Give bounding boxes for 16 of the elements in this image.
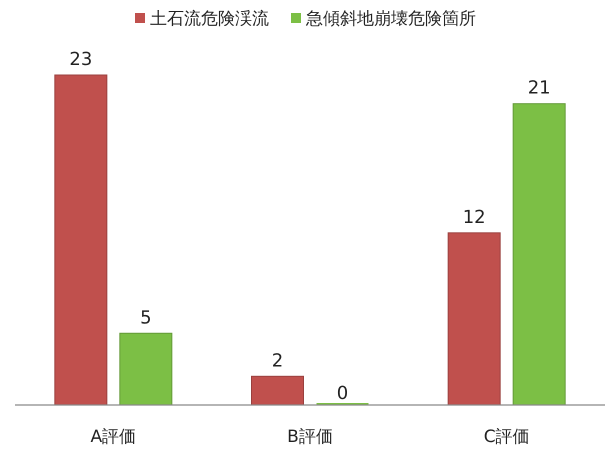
data-label: 0 bbox=[336, 383, 348, 404]
data-label: 2 bbox=[272, 350, 284, 372]
legend-label: 土石流危険渓流 bbox=[150, 9, 269, 29]
data-label: 23 bbox=[69, 49, 92, 70]
bar bbox=[512, 103, 566, 406]
legend-label: 急傾斜地崩壊危険箇所 bbox=[305, 9, 476, 29]
bar bbox=[54, 74, 108, 406]
x-tick-label: C評価 bbox=[484, 427, 530, 447]
data-label: 21 bbox=[528, 78, 551, 99]
bar bbox=[119, 332, 172, 406]
bar bbox=[448, 232, 501, 406]
data-label: 5 bbox=[140, 307, 152, 328]
bar bbox=[251, 376, 304, 406]
data-label: 12 bbox=[462, 206, 486, 228]
x-tick-label: A評価 bbox=[90, 427, 136, 447]
x-tick-label: B評価 bbox=[287, 427, 333, 447]
